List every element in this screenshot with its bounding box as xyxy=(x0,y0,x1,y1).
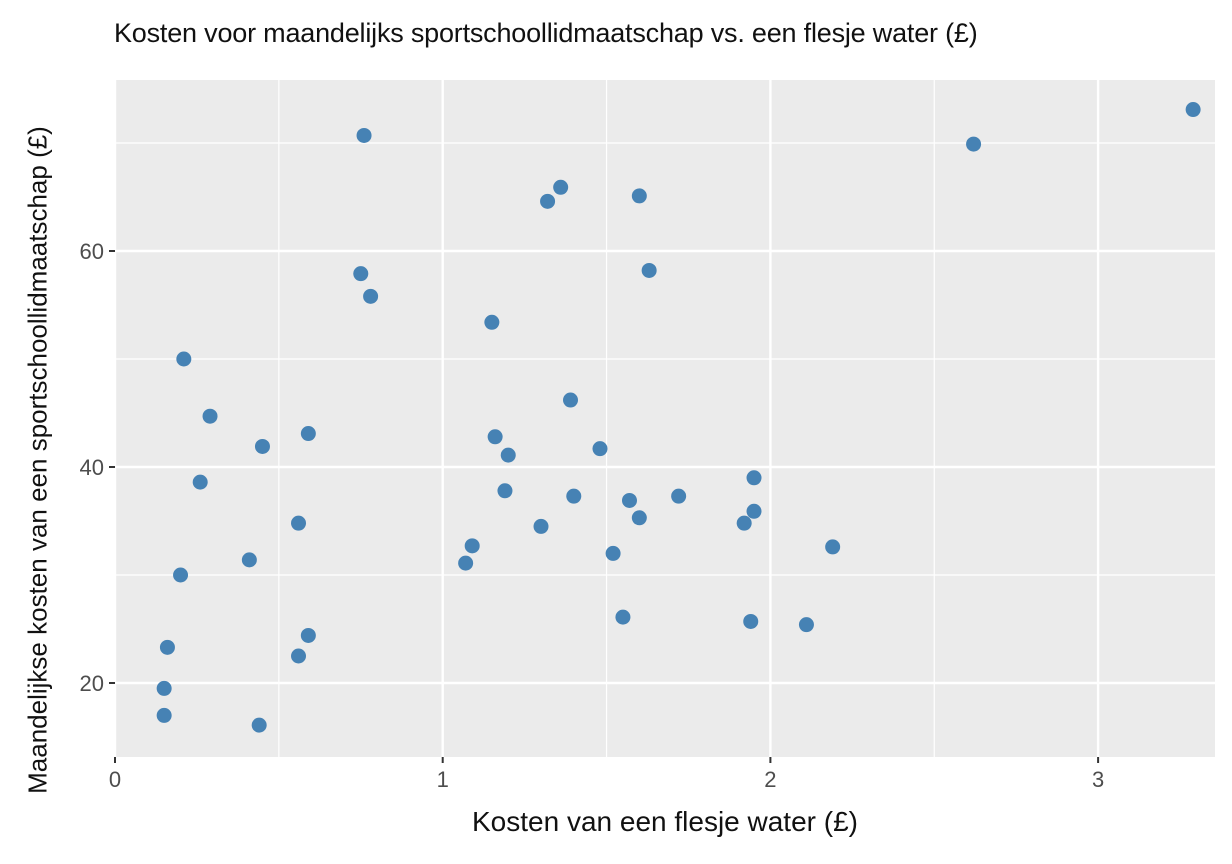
data-point xyxy=(641,262,657,278)
data-point xyxy=(736,515,752,531)
data-point xyxy=(458,555,474,571)
x-axis: 0 1 2 3 xyxy=(109,757,1104,792)
data-point xyxy=(464,538,480,554)
data-point xyxy=(966,136,982,152)
data-point xyxy=(159,639,175,655)
y-axis: 20 40 60 xyxy=(80,239,115,696)
y-axis-label: Maandelijkse kosten van een sportschooll… xyxy=(22,126,53,794)
data-point xyxy=(156,680,172,696)
data-point xyxy=(241,552,257,568)
x-axis-label: Kosten van een flesje water (£) xyxy=(472,806,858,837)
x-tick-label: 1 xyxy=(437,767,449,792)
data-point xyxy=(291,648,307,664)
data-point xyxy=(631,510,647,526)
data-point xyxy=(202,408,218,424)
data-point xyxy=(540,193,556,209)
data-point xyxy=(746,503,762,519)
data-point xyxy=(533,518,549,534)
data-point xyxy=(484,314,500,330)
data-point xyxy=(497,483,513,499)
data-point xyxy=(356,127,372,143)
chart-title: Kosten voor maandelijks sportschoollidma… xyxy=(114,18,978,48)
y-tick-label: 60 xyxy=(80,239,104,264)
data-point xyxy=(671,488,687,504)
data-point xyxy=(156,707,172,723)
data-point xyxy=(605,545,621,561)
data-point xyxy=(563,392,579,408)
data-point xyxy=(192,474,208,490)
data-point xyxy=(500,447,516,463)
major-gridlines xyxy=(113,80,1215,757)
data-point xyxy=(300,627,316,643)
data-point xyxy=(487,429,503,445)
data-point xyxy=(553,179,569,195)
x-tick-label: 3 xyxy=(1092,767,1104,792)
data-point xyxy=(291,515,307,531)
data-point xyxy=(173,567,189,583)
data-point xyxy=(746,470,762,486)
plot-panel xyxy=(115,80,1215,757)
data-point xyxy=(615,609,631,625)
data-points xyxy=(156,102,1201,733)
data-point xyxy=(621,492,637,508)
minor-gridlines xyxy=(115,80,1215,757)
data-point xyxy=(363,288,379,304)
data-point xyxy=(592,441,608,457)
data-point xyxy=(825,539,841,555)
data-point xyxy=(566,488,582,504)
data-point xyxy=(1185,102,1201,118)
x-tick-label: 2 xyxy=(764,767,776,792)
data-point xyxy=(251,717,267,733)
data-point xyxy=(743,613,759,629)
data-point xyxy=(631,188,647,204)
y-tick-label: 40 xyxy=(80,455,104,480)
data-point xyxy=(254,438,270,454)
data-point xyxy=(176,351,192,367)
y-tick-label: 20 xyxy=(80,671,104,696)
data-point xyxy=(798,617,814,633)
data-point xyxy=(300,426,316,442)
x-tick-label: 0 xyxy=(109,767,121,792)
data-point xyxy=(353,266,369,282)
